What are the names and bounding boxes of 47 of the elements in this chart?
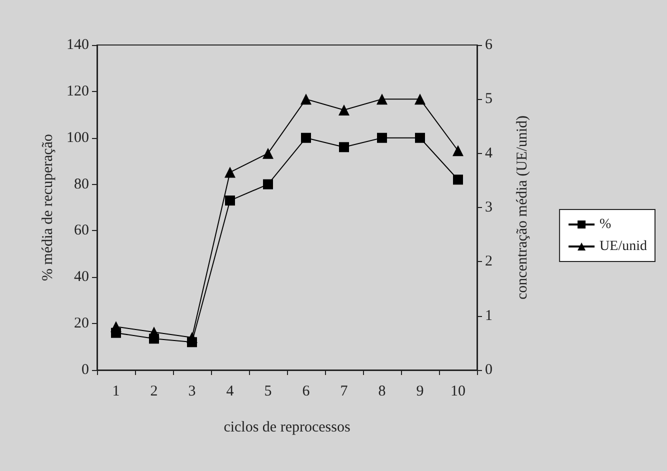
point <box>301 132 311 143</box>
x-tick-label: 2 <box>150 384 158 400</box>
y-tick-label: 100 <box>66 130 89 146</box>
point <box>453 174 463 185</box>
point <box>339 142 349 152</box>
point <box>338 104 350 116</box>
y-tick-label: 60 <box>74 222 89 239</box>
y-tick-label: 140 <box>66 37 89 53</box>
y-tick-label: 80 <box>74 176 89 192</box>
y-tick-label: 20 <box>74 316 89 332</box>
legend-label: UE/unid <box>600 239 648 254</box>
x-tick-label: 3 <box>188 384 196 400</box>
point <box>263 179 273 190</box>
point <box>225 196 235 206</box>
x-tick-label: 1 <box>112 384 120 400</box>
y2-axis-title: concentração média (UE/unid) <box>514 115 530 300</box>
point <box>414 94 426 105</box>
y2-tick-label: 6 <box>485 37 493 53</box>
y2-tick-label: 0 <box>485 362 492 378</box>
point <box>376 94 388 105</box>
legend-label: % <box>600 217 612 232</box>
point <box>377 132 387 143</box>
x-tick-label: 4 <box>226 384 234 400</box>
y-tick-label: 120 <box>66 83 89 100</box>
y-axis-title: % média de recuperação <box>40 134 56 281</box>
x-tick-label: 10 <box>450 384 466 400</box>
y2-tick-label: 4 <box>485 145 493 162</box>
point <box>262 148 274 159</box>
y-tick-label: 40 <box>74 269 89 286</box>
x-tick-label: 5 <box>264 384 272 400</box>
x-axis-title: ciclos de reprocessos <box>224 420 350 436</box>
x-tick-label: 6 <box>302 384 310 400</box>
point <box>110 321 122 332</box>
point <box>415 132 425 143</box>
y2-tick-label: 1 <box>485 308 492 324</box>
y-tick-label: 0 <box>82 362 89 378</box>
x-tick-label: 8 <box>378 384 386 400</box>
point <box>148 326 160 338</box>
point <box>224 166 236 178</box>
point <box>300 94 312 105</box>
x-tick-label: 9 <box>416 384 424 400</box>
point <box>186 332 198 343</box>
y2-tick-label: 3 <box>485 200 492 216</box>
point <box>452 145 464 156</box>
y2-tick-label: 2 <box>485 254 492 270</box>
x-tick-label: 7 <box>340 384 348 400</box>
y2-tick-label: 5 <box>485 91 492 108</box>
